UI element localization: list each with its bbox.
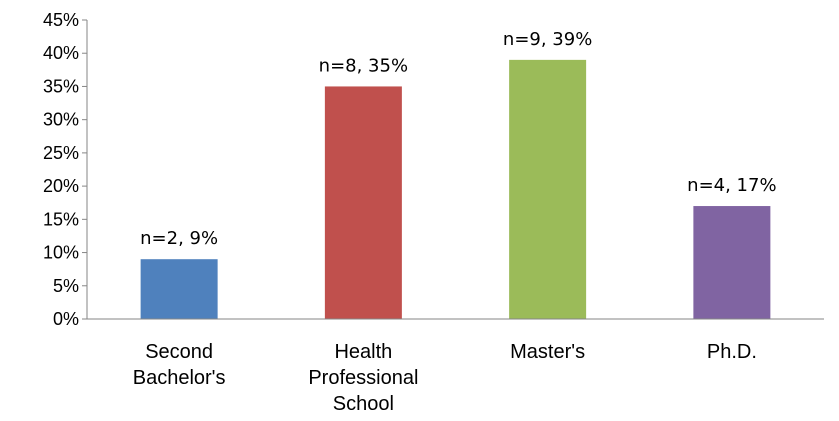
bar [693, 206, 771, 319]
data-label: n=4, 17% [687, 175, 776, 196]
category-labels: Second Bachelor's Health Professional School… [133, 341, 757, 415]
y-tick-label: 25% [43, 143, 79, 163]
y-tick-label: 45% [43, 10, 79, 30]
y-tick-label: 35% [43, 76, 79, 96]
category-label: Master's [510, 341, 585, 363]
y-tick-label: 0% [53, 309, 79, 329]
data-label: n=8, 35% [319, 55, 408, 76]
data-labels: n=2, 9% n=8, 35% n=9, 39% n=4, 17% [140, 29, 776, 249]
y-tick-label: 10% [43, 243, 79, 263]
y-tick-label: 5% [53, 276, 79, 296]
bar [324, 86, 402, 319]
bars [140, 59, 771, 319]
data-label: n=2, 9% [140, 228, 218, 249]
category-label: Ph.D. [707, 341, 757, 363]
bar [140, 259, 218, 319]
y-tick-label: 40% [43, 43, 79, 63]
bar [509, 59, 587, 319]
y-tick-label: 20% [43, 176, 79, 196]
data-label: n=9, 39% [503, 29, 592, 50]
category-label: Health Professional School [308, 341, 418, 415]
y-axis: 0% 5% 10% 15% 20% 25% 30% 35% 40% 45% [43, 10, 87, 329]
category-label: Second Bachelor's [133, 341, 226, 389]
y-tick-label: 15% [43, 209, 79, 229]
y-tick-label: 30% [43, 110, 79, 130]
